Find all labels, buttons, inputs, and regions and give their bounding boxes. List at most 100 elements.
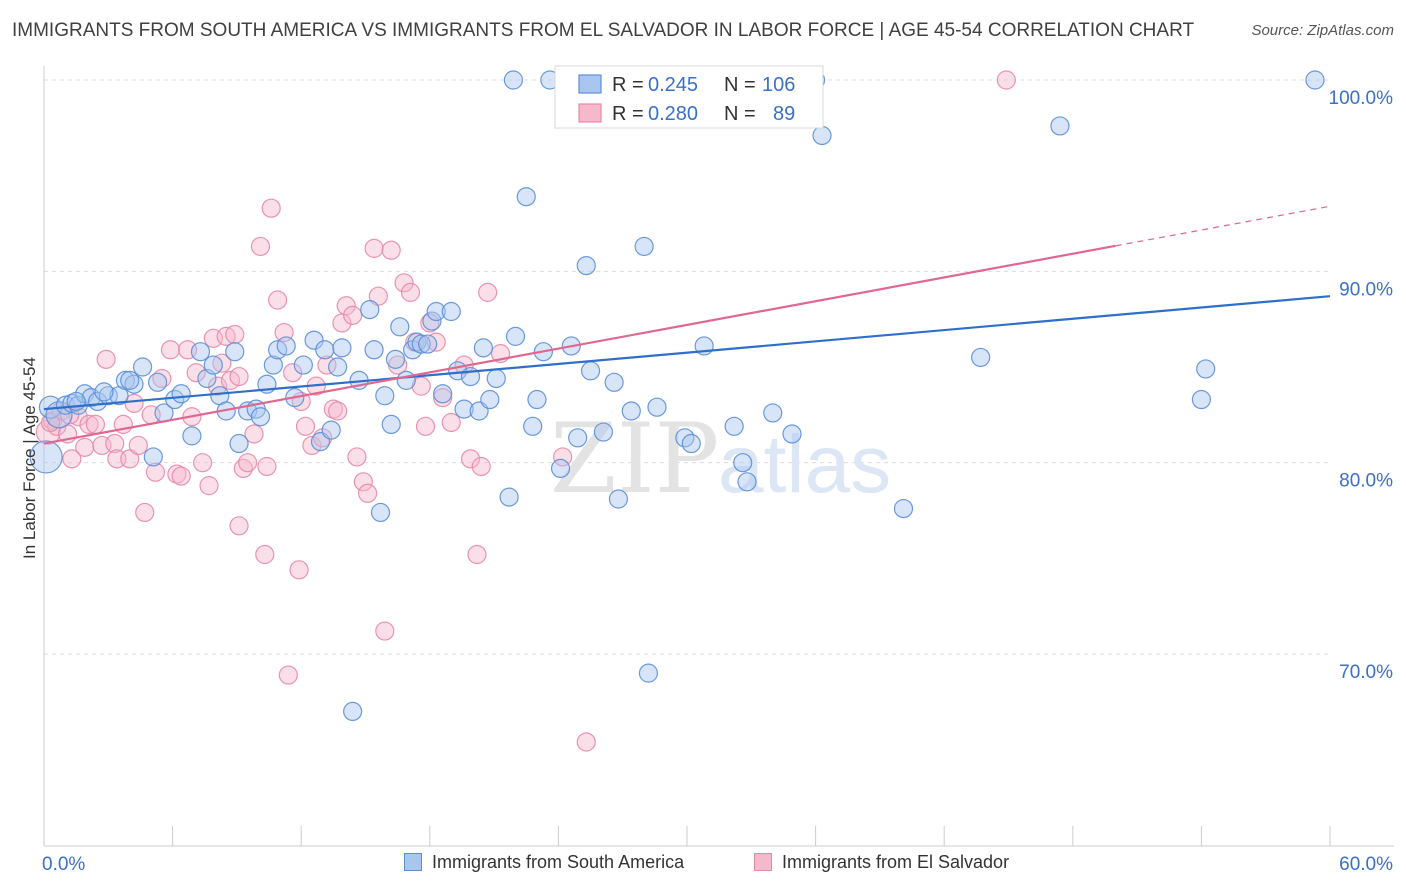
south-america-point: [343, 701, 363, 722]
legend-n-value: 89: [773, 103, 795, 125]
el-salvador-point: [193, 453, 213, 473]
south-america-point: [411, 334, 431, 354]
el-salvador-point: [79, 414, 99, 434]
south-america-point: [634, 236, 654, 257]
south-america-point: [737, 472, 757, 492]
south-america-point: [523, 416, 543, 436]
south-america-point: [499, 487, 519, 507]
el-salvador-point: [328, 401, 348, 421]
el-salvador-point: [261, 198, 281, 218]
south-america-point: [390, 317, 410, 337]
el-salvador-point: [364, 238, 384, 258]
south-america-point: [576, 255, 596, 276]
y-tick-labels: 70.0% 80.0% 90.0% 100.0%: [1329, 88, 1394, 683]
south-america-point: [418, 334, 438, 354]
south-america-point: [364, 340, 384, 360]
south-america-point: [143, 447, 163, 467]
south-america-point: [1196, 359, 1216, 379]
south-america-point: [812, 125, 832, 146]
el-salvador-point: [343, 305, 363, 325]
trendline-el-salvador: [43, 244, 1116, 445]
legend-item-south-america[interactable]: Immigrants from South America: [404, 852, 684, 873]
south-america-point: [1305, 70, 1325, 90]
el-salvador-point: [225, 324, 245, 345]
south-america-point: [568, 428, 588, 448]
watermark-zip: ZIP: [550, 403, 719, 515]
south-america-point: [647, 397, 667, 417]
legend-swatch-south-america: [404, 853, 422, 871]
legend-label-el-salvador: Immigrants from El Salvador: [782, 852, 1010, 872]
south-america-point: [396, 370, 416, 390]
el-salvador-point: [75, 437, 95, 457]
south-america-point: [1191, 389, 1212, 410]
legend-swatch-el-salvador: [754, 853, 772, 871]
el-salvador-point: [381, 240, 401, 260]
el-salvador-point: [128, 435, 148, 456]
south-america-point: [229, 433, 249, 454]
y-tick-label: 90.0%: [1339, 279, 1393, 300]
south-america-point: [550, 458, 571, 479]
south-america-point: [94, 382, 114, 402]
south-america-point: [360, 300, 380, 320]
el-salvador-point: [478, 282, 498, 302]
el-salvador-point: [411, 376, 431, 396]
trendline-el-salvador-extension: [1115, 205, 1331, 247]
south-america-point: [782, 424, 802, 444]
south-america-point: [516, 187, 536, 207]
el-salvador-point: [238, 453, 258, 473]
y-tick-label: 80.0%: [1339, 471, 1393, 492]
el-salvador-point: [336, 296, 356, 316]
el-salvador-point: [347, 447, 367, 467]
south-america-point: [263, 355, 283, 375]
south-america-point: [1050, 116, 1070, 136]
series-south-america: [29, 70, 1325, 722]
legend-r-label: R =: [612, 74, 644, 96]
legend-n-value: 106: [762, 74, 795, 96]
south-america-point: [621, 401, 641, 421]
el-salvador-point: [229, 366, 249, 387]
legend-n-label: N =: [724, 74, 756, 96]
el-salvador-point: [467, 544, 487, 565]
legend-item-el-salvador[interactable]: Immigrants from El Salvador: [754, 852, 1009, 873]
el-salvador-point: [244, 424, 264, 444]
south-america-point: [225, 342, 245, 362]
south-america-point: [580, 361, 601, 381]
south-america-point: [480, 389, 500, 410]
south-america-point: [120, 370, 140, 390]
watermark: ZIP atlas: [550, 403, 891, 515]
el-salvador-point: [124, 393, 144, 413]
south-america-point: [182, 426, 202, 446]
south-america-point: [486, 368, 506, 389]
south-america-point: [171, 384, 191, 404]
el-salvador-point: [441, 412, 461, 433]
el-salvador-point: [460, 449, 481, 469]
el-salvador-point: [135, 502, 155, 523]
south-america-point: [604, 372, 624, 392]
legend-n-label: N =: [724, 103, 756, 125]
south-america-point: [503, 70, 523, 90]
el-salvador-point: [96, 349, 116, 369]
south-america-point: [132, 357, 153, 377]
south-america-point: [276, 336, 296, 356]
south-america-point: [250, 407, 271, 427]
el-salvador-point: [375, 621, 395, 641]
legend-label-south-america: Immigrants from South America: [432, 852, 685, 872]
south-america-point: [638, 663, 659, 683]
el-salvador-point: [171, 466, 191, 486]
el-salvador-point: [186, 363, 206, 383]
el-salvador-point: [105, 433, 125, 454]
south-america-point: [29, 440, 63, 474]
south-america-point: [505, 326, 526, 346]
watermark-atlas: atlas: [718, 419, 891, 510]
south-america-point: [593, 422, 614, 442]
el-salvador-point: [199, 476, 219, 496]
south-america-point: [893, 498, 914, 519]
south-america-point: [293, 355, 313, 375]
south-america-point: [724, 416, 744, 436]
south-america-point: [87, 391, 108, 412]
el-salvador-point: [229, 516, 249, 536]
south-america-point: [733, 453, 753, 473]
legend-swatch-blue: [578, 74, 602, 94]
el-salvador-point: [120, 449, 140, 469]
x-tick-label: 0.0%: [42, 854, 85, 875]
